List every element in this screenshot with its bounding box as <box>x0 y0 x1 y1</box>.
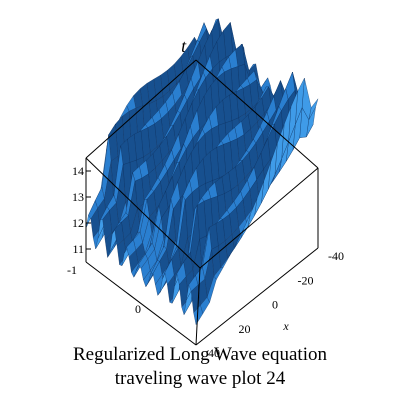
x-tick-label: 20 <box>239 322 251 336</box>
box-edge-top-mid-left <box>85 157 201 269</box>
box-edge-top-right <box>195 59 319 169</box>
z-tick-label: 14 <box>72 164 84 178</box>
box-edge-top-mid-right <box>199 167 319 269</box>
z-tick-label: 13 <box>72 190 84 204</box>
caption-line-2: traveling wave plot 24 <box>114 368 286 389</box>
box-edge-mid-vertical <box>195 267 201 346</box>
x-tick-label: -20 <box>298 273 314 287</box>
x-axis-title: x <box>282 319 289 333</box>
box-edge-bottom-left <box>85 261 197 346</box>
surface-mesh <box>85 18 319 326</box>
z-tick-label: 11 <box>72 242 84 256</box>
box-edge-top-left <box>85 59 197 159</box>
y-tick-label: -1 <box>67 263 77 277</box>
x-tick-label: 0 <box>272 298 278 312</box>
x-tick-label: -40 <box>328 249 344 263</box>
y-tick-label: 0 <box>135 302 141 316</box>
x-tick-label: 40 <box>208 346 220 360</box>
caption-line-1: Regularized Long Wave equation <box>72 344 327 365</box>
box-edge-bottom-right <box>195 247 319 346</box>
bounding-box <box>85 59 319 346</box>
axes: 11 12 13 14 -1 0 -40 -20 0 20 40 x <box>67 164 344 360</box>
z-tick-label: 12 <box>72 216 84 230</box>
